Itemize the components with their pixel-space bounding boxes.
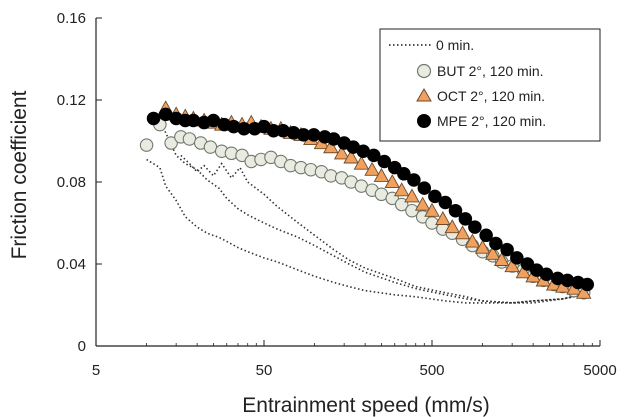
mpe-point xyxy=(428,189,442,204)
mpe-point xyxy=(468,220,482,234)
legend: 0 min. BUT 2°, 120 min. OCT 2°, 120 min.… xyxy=(379,28,601,142)
oct-point xyxy=(414,196,431,211)
oct-point xyxy=(444,219,461,234)
but-point xyxy=(405,203,419,218)
oct-point xyxy=(333,145,350,160)
legend-label-mpe: MPE 2°, 120 min. xyxy=(437,113,546,129)
legend-marker-but xyxy=(416,63,432,79)
legend-marker-mpe xyxy=(417,114,431,128)
oct-point xyxy=(485,245,501,260)
mpe-point xyxy=(387,160,402,175)
mpe-point xyxy=(479,228,493,243)
oct-point xyxy=(504,258,520,273)
oct-point xyxy=(575,284,592,299)
mpe-point xyxy=(397,167,411,181)
series-0min-line-1 xyxy=(159,120,584,304)
mpe-point xyxy=(366,148,381,163)
legend-label-0min: 0 min. xyxy=(436,37,474,53)
x-tick-label: 50 xyxy=(256,362,273,379)
mpe-point xyxy=(500,242,514,257)
mpe-point xyxy=(510,251,524,265)
mpe-point xyxy=(489,236,503,251)
mpe-point xyxy=(520,257,535,271)
but-point xyxy=(182,132,197,146)
oct-point xyxy=(424,202,440,217)
mpe-point xyxy=(307,128,321,142)
y-tick-label: 0.04 xyxy=(57,256,86,273)
y-tick-label: 0.12 xyxy=(57,92,86,109)
oct-point xyxy=(515,264,532,279)
x-axis-title: Entrainment speed (mm/s) xyxy=(242,394,489,417)
oct-point xyxy=(454,225,471,240)
x-tick-label: 5 xyxy=(92,362,100,379)
x-tick-label: 5000 xyxy=(583,362,616,379)
oct-point xyxy=(464,233,481,248)
oct-point xyxy=(323,139,339,154)
oct-point xyxy=(435,210,451,225)
series-0min-line-2 xyxy=(180,154,584,304)
legend-marker-oct xyxy=(416,88,432,102)
mpe-point xyxy=(377,154,392,169)
y-axis-title: Friction coefficient xyxy=(8,90,31,259)
but-point xyxy=(415,210,430,224)
legend-box xyxy=(379,28,601,142)
oct-point xyxy=(364,161,380,176)
mpe-point xyxy=(448,203,463,218)
y-tick-label: 0.16 xyxy=(57,10,86,27)
but-point xyxy=(203,140,218,154)
but-point xyxy=(164,136,178,150)
oct-point xyxy=(493,251,510,266)
series-0min-line-0 xyxy=(146,158,584,304)
axes xyxy=(95,17,601,347)
but-point xyxy=(324,169,338,183)
series-0min xyxy=(146,120,584,304)
oct-point xyxy=(474,239,491,254)
y-tick-label: 0 xyxy=(78,338,86,355)
mpe-point xyxy=(146,111,161,126)
mpe-point xyxy=(580,277,595,292)
oct-point xyxy=(353,155,370,170)
oct-point xyxy=(373,167,390,182)
tick-labels: 0 0.04 0.08 0.12 0.16 5 50 500 5000 xyxy=(57,10,617,379)
oct-point xyxy=(343,149,359,164)
series-mpe xyxy=(146,107,595,292)
x-tick-label: 500 xyxy=(419,362,444,379)
oct-point xyxy=(384,174,401,189)
but-point xyxy=(235,148,249,163)
mpe-point xyxy=(458,212,473,226)
mpe-point xyxy=(417,181,432,195)
oct-point xyxy=(393,182,410,197)
legend-label-but: BUT 2°, 120 min. xyxy=(437,63,544,79)
mpe-point xyxy=(438,195,453,210)
legend-label-oct: OCT 2°, 120 min. xyxy=(437,88,545,104)
oct-point xyxy=(404,188,420,203)
but-point xyxy=(139,138,154,152)
mpe-point xyxy=(407,173,421,187)
mpe-point xyxy=(539,267,554,281)
y-tick-label: 0.08 xyxy=(57,174,86,191)
